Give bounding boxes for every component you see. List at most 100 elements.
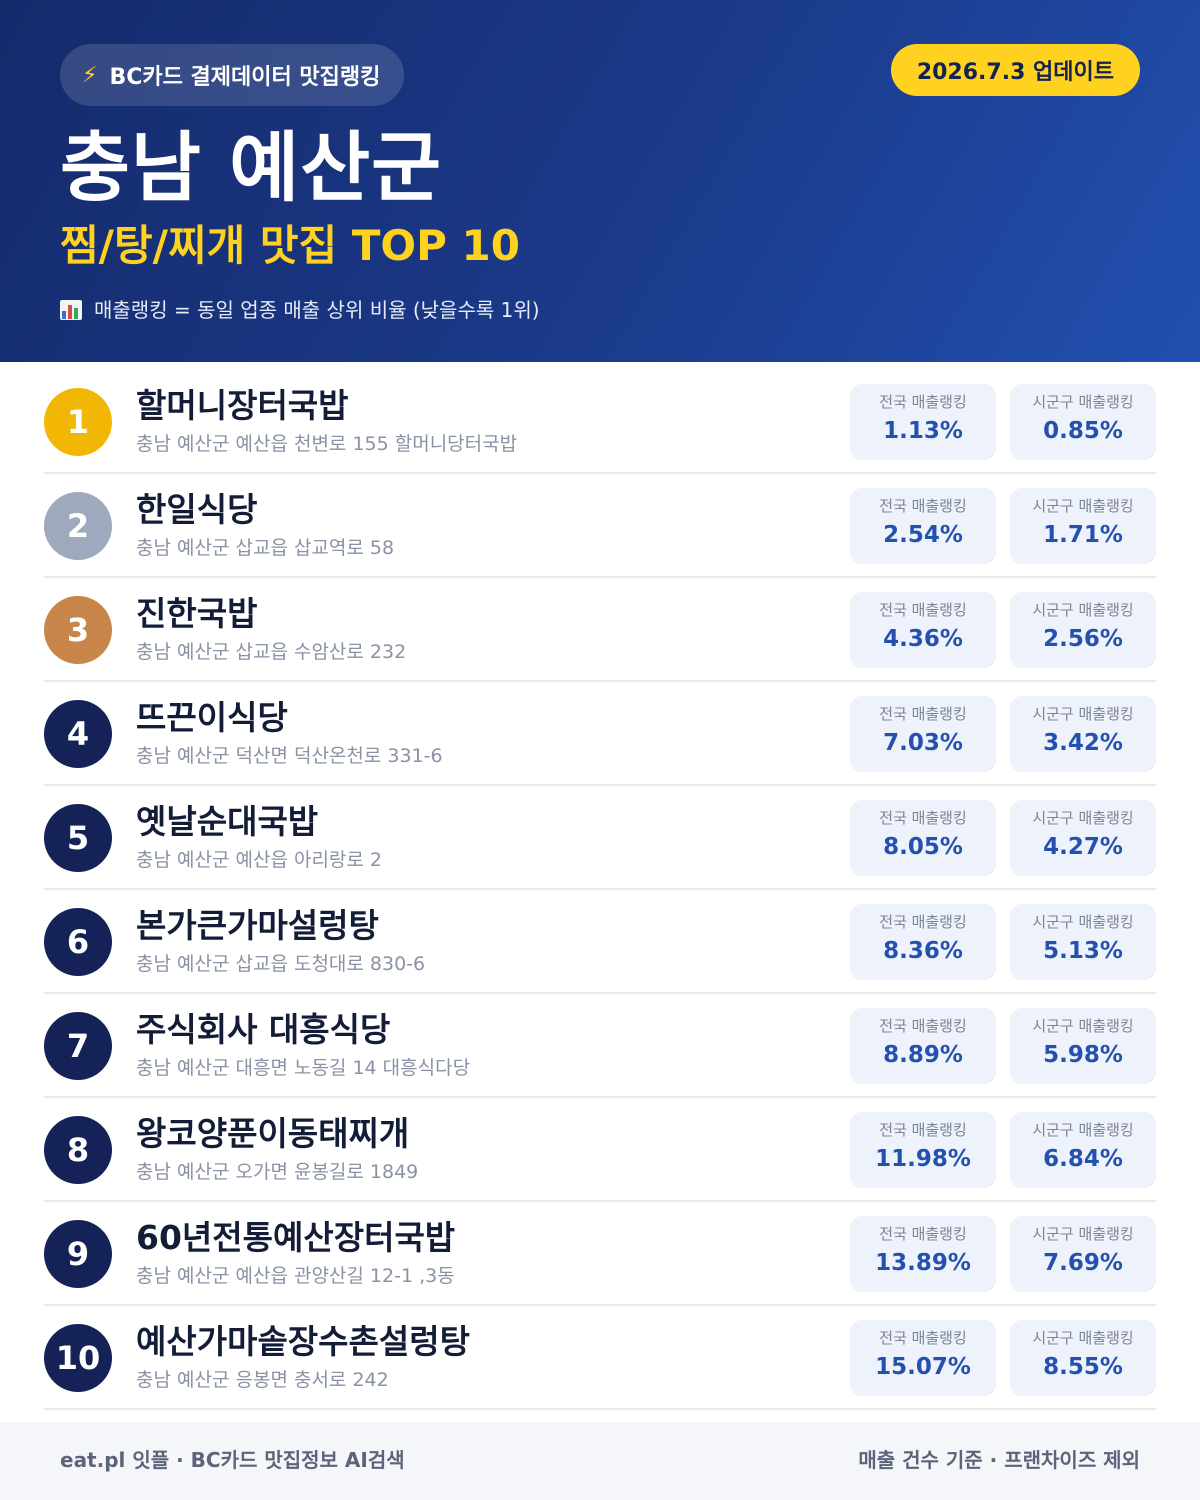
restaurant-name: 옛날순대국밥 bbox=[136, 802, 319, 841]
ranking-note: 매출랭킹 = 동일 업종 매출 상위 비율 (낮을수록 1위) bbox=[60, 294, 540, 326]
national-ranking-value: 13.89% bbox=[875, 1250, 971, 1276]
local-ranking-label: 시군구 매출랭킹 bbox=[1032, 1017, 1134, 1035]
local-ranking-card: 시군구 매출랭킹 4.27% bbox=[1010, 800, 1156, 876]
rank-badge: 1 bbox=[44, 388, 112, 456]
local-ranking-card: 시군구 매출랭킹 5.98% bbox=[1010, 1008, 1156, 1084]
local-ranking-label: 시군구 매출랭킹 bbox=[1032, 913, 1134, 931]
list-item[interactable]: 10 예산가마솥장수촌설렁탕 충남 예산군 응봉면 충서로 242 전국 매출랭… bbox=[44, 1306, 1156, 1410]
national-ranking-card: 전국 매출랭킹 13.89% bbox=[850, 1216, 996, 1292]
bar-chart-icon bbox=[60, 300, 82, 320]
local-ranking-card: 시군구 매출랭킹 5.13% bbox=[1010, 904, 1156, 980]
local-ranking-label: 시군구 매출랭킹 bbox=[1032, 601, 1134, 619]
national-ranking-label: 전국 매출랭킹 bbox=[879, 705, 967, 723]
list-item[interactable]: 3 진한국밥 충남 예산군 삽교읍 수암산로 232 전국 매출랭킹 4.36%… bbox=[44, 578, 1156, 682]
restaurant-name: 할머니장터국밥 bbox=[136, 386, 349, 425]
national-ranking-value: 4.36% bbox=[883, 626, 963, 652]
national-ranking-label: 전국 매출랭킹 bbox=[879, 809, 967, 827]
list-item[interactable]: 6 본가큰가마설렁탕 충남 예산군 삽교읍 도청대로 830-6 전국 매출랭킹… bbox=[44, 890, 1156, 994]
local-ranking-value: 6.84% bbox=[1043, 1146, 1123, 1172]
local-ranking-value: 1.71% bbox=[1043, 522, 1123, 548]
restaurant-address: 충남 예산군 오가면 윤봉길로 1849 bbox=[136, 1161, 419, 1183]
rank-badge: 7 bbox=[44, 1012, 112, 1080]
source-badge: ⚡ BC카드 결제데이터 맛집랭킹 bbox=[60, 44, 405, 106]
restaurant-address: 충남 예산군 응봉면 충서로 242 bbox=[136, 1369, 389, 1391]
local-ranking-label: 시군구 매출랭킹 bbox=[1032, 705, 1134, 723]
national-ranking-label: 전국 매출랭킹 bbox=[879, 497, 967, 515]
national-ranking-value: 1.13% bbox=[883, 418, 963, 444]
rank-badge: 10 bbox=[44, 1324, 112, 1392]
local-ranking-value: 3.42% bbox=[1043, 730, 1123, 756]
local-ranking-label: 시군구 매출랭킹 bbox=[1032, 1329, 1134, 1347]
national-ranking-value: 11.98% bbox=[875, 1146, 971, 1172]
footer-criteria: 매출 건수 기준 · 프랜차이즈 제외 bbox=[858, 1448, 1140, 1472]
restaurant-name: 본가큰가마설렁탕 bbox=[136, 906, 379, 945]
restaurant-name: 예산가마솥장수촌설렁탕 bbox=[136, 1322, 470, 1361]
national-ranking-label: 전국 매출랭킹 bbox=[879, 913, 967, 931]
list-item[interactable]: 8 왕코양푼이동태찌개 충남 예산군 오가면 윤봉길로 1849 전국 매출랭킹… bbox=[44, 1098, 1156, 1202]
update-badge: 2026.7.3 업데이트 bbox=[890, 44, 1140, 96]
restaurant-name: 뜨끈이식당 bbox=[136, 698, 288, 737]
restaurant-address: 충남 예산군 덕산면 덕산온천로 331-6 bbox=[136, 745, 443, 767]
restaurant-address: 충남 예산군 삽교읍 삽교역로 58 bbox=[136, 537, 395, 559]
local-ranking-value: 0.85% bbox=[1043, 418, 1123, 444]
national-ranking-label: 전국 매출랭킹 bbox=[879, 1329, 967, 1347]
rank-badge: 9 bbox=[44, 1220, 112, 1288]
local-ranking-label: 시군구 매출랭킹 bbox=[1032, 393, 1134, 411]
rank-badge: 6 bbox=[44, 908, 112, 976]
local-ranking-card: 시군구 매출랭킹 6.84% bbox=[1010, 1112, 1156, 1188]
national-ranking-card: 전국 매출랭킹 8.36% bbox=[850, 904, 996, 980]
local-ranking-card: 시군구 매출랭킹 3.42% bbox=[1010, 696, 1156, 772]
list-item[interactable]: 9 60년전통예산장터국밥 충남 예산군 예산읍 관양산길 12-1 ,3동 전… bbox=[44, 1202, 1156, 1306]
national-ranking-card: 전국 매출랭킹 8.89% bbox=[850, 1008, 996, 1084]
local-ranking-value: 7.69% bbox=[1043, 1250, 1123, 1276]
local-ranking-label: 시군구 매출랭킹 bbox=[1032, 1225, 1134, 1243]
local-ranking-card: 시군구 매출랭킹 7.69% bbox=[1010, 1216, 1156, 1292]
category-subtitle: 찜/탕/찌개 맛집 TOP 10 bbox=[60, 221, 520, 270]
national-ranking-value: 2.54% bbox=[883, 522, 963, 548]
national-ranking-label: 전국 매출랭킹 bbox=[879, 393, 967, 411]
list-item[interactable]: 7 주식회사 대흥식당 충남 예산군 대흥면 노동길 14 대흥식다당 전국 매… bbox=[44, 994, 1156, 1098]
local-ranking-value: 4.27% bbox=[1043, 834, 1123, 860]
national-ranking-value: 15.07% bbox=[875, 1354, 971, 1380]
national-ranking-label: 전국 매출랭킹 bbox=[879, 1121, 967, 1139]
national-ranking-label: 전국 매출랭킹 bbox=[879, 1225, 967, 1243]
footer-brand: eat.pl 잇플 · BC카드 맛집정보 AI검색 bbox=[60, 1448, 405, 1472]
national-ranking-card: 전국 매출랭킹 7.03% bbox=[850, 696, 996, 772]
restaurant-name: 60년전통예산장터국밥 bbox=[136, 1218, 456, 1257]
restaurant-list: 1 할머니장터국밥 충남 예산군 예산읍 천변로 155 할머니당터국밥 전국 … bbox=[44, 370, 1156, 1410]
national-ranking-value: 8.05% bbox=[883, 834, 963, 860]
rank-badge: 4 bbox=[44, 700, 112, 768]
restaurant-address: 충남 예산군 예산읍 천변로 155 할머니당터국밥 bbox=[136, 433, 518, 455]
local-ranking-value: 8.55% bbox=[1043, 1354, 1123, 1380]
local-ranking-label: 시군구 매출랭킹 bbox=[1032, 497, 1134, 515]
list-item[interactable]: 5 옛날순대국밥 충남 예산군 예산읍 아리랑로 2 전국 매출랭킹 8.05%… bbox=[44, 786, 1156, 890]
restaurant-address: 충남 예산군 삽교읍 도청대로 830-6 bbox=[136, 953, 426, 975]
local-ranking-card: 시군구 매출랭킹 0.85% bbox=[1010, 384, 1156, 460]
rank-badge: 5 bbox=[44, 804, 112, 872]
source-label: BC카드 결제데이터 맛집랭킹 bbox=[109, 65, 381, 90]
ranking-note-text: 매출랭킹 = 동일 업종 매출 상위 비율 (낮을수록 1위) bbox=[94, 298, 540, 322]
local-ranking-value: 5.98% bbox=[1043, 1042, 1123, 1068]
local-ranking-label: 시군구 매출랭킹 bbox=[1032, 1121, 1134, 1139]
national-ranking-card: 전국 매출랭킹 8.05% bbox=[850, 800, 996, 876]
national-ranking-value: 7.03% bbox=[883, 730, 963, 756]
restaurant-address: 충남 예산군 삽교읍 수암산로 232 bbox=[136, 641, 407, 663]
local-ranking-card: 시군구 매출랭킹 2.56% bbox=[1010, 592, 1156, 668]
national-ranking-label: 전국 매출랭킹 bbox=[879, 601, 967, 619]
restaurant-name: 왕코양푼이동태찌개 bbox=[136, 1114, 410, 1153]
local-ranking-value: 5.13% bbox=[1043, 938, 1123, 964]
list-item[interactable]: 2 한일식당 충남 예산군 삽교읍 삽교역로 58 전국 매출랭킹 2.54% … bbox=[44, 474, 1156, 578]
local-ranking-label: 시군구 매출랭킹 bbox=[1032, 809, 1134, 827]
page-title: 충남 예산군 bbox=[60, 123, 443, 212]
rank-badge: 3 bbox=[44, 596, 112, 664]
restaurant-name: 한일식당 bbox=[136, 490, 258, 529]
footer: eat.pl 잇플 · BC카드 맛집정보 AI검색 매출 건수 기준 · 프랜… bbox=[0, 1422, 1200, 1500]
list-item[interactable]: 1 할머니장터국밥 충남 예산군 예산읍 천변로 155 할머니당터국밥 전국 … bbox=[44, 370, 1156, 474]
national-ranking-card: 전국 매출랭킹 2.54% bbox=[850, 488, 996, 564]
restaurant-name: 진한국밥 bbox=[136, 594, 258, 633]
national-ranking-card: 전국 매출랭킹 11.98% bbox=[850, 1112, 996, 1188]
list-item[interactable]: 4 뜨끈이식당 충남 예산군 덕산면 덕산온천로 331-6 전국 매출랭킹 7… bbox=[44, 682, 1156, 786]
national-ranking-card: 전국 매출랭킹 15.07% bbox=[850, 1320, 996, 1396]
rank-badge: 2 bbox=[44, 492, 112, 560]
header-banner: ⚡ BC카드 결제데이터 맛집랭킹 2026.7.3 업데이트 충남 예산군 찜… bbox=[0, 0, 1200, 362]
